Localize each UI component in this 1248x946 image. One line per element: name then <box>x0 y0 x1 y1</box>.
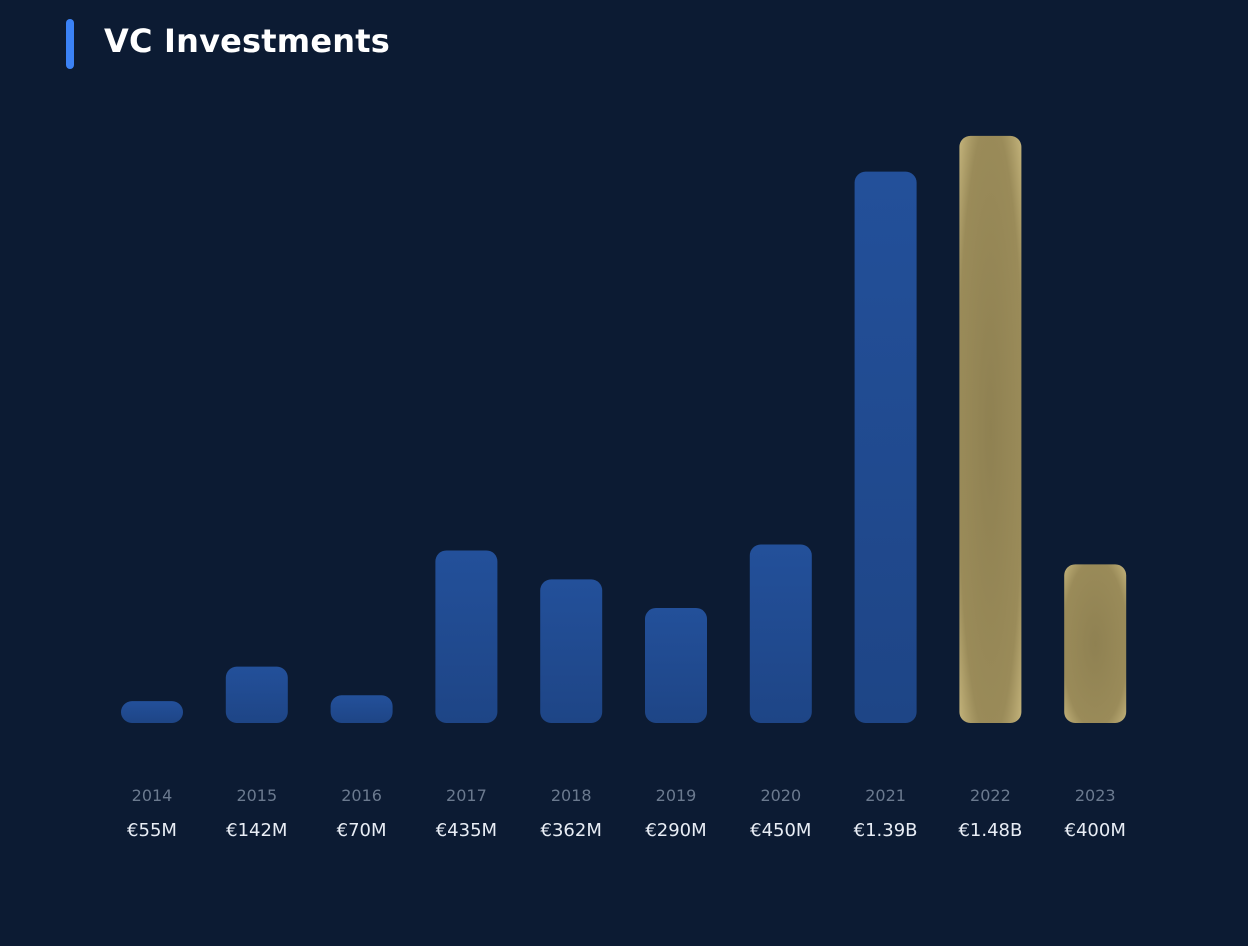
year-label-2016: 2016 <box>341 786 382 805</box>
title-accent-bar <box>66 19 74 69</box>
year-label-2017: 2017 <box>446 786 487 805</box>
year-label-2015: 2015 <box>236 786 277 805</box>
bar-2018 <box>540 579 603 723</box>
year-label-2020: 2020 <box>760 786 801 805</box>
year-label-2018: 2018 <box>551 786 592 805</box>
bar-2019 <box>645 607 707 723</box>
bar-2022 <box>959 135 1022 723</box>
year-label-2023: 2023 <box>1075 786 1116 805</box>
bar-2023 <box>1064 564 1127 723</box>
value-label-2022: €1.48B <box>958 820 1022 841</box>
value-label-2015: €142M <box>226 820 287 841</box>
value-label-2023: €400M <box>1065 820 1126 841</box>
bar-2020 <box>749 544 812 723</box>
value-label-2017: €435M <box>436 820 497 841</box>
value-label-2019: €290M <box>645 820 706 841</box>
value-label-2021: €1.39B <box>854 820 918 841</box>
chart-title: VC Investments <box>104 22 390 60</box>
bar-2016 <box>330 695 393 723</box>
value-label-2014: €55M <box>127 820 177 841</box>
bar-2015 <box>225 666 288 723</box>
value-label-2016: €70M <box>337 820 387 841</box>
bar-2021 <box>854 171 917 724</box>
year-label-2021: 2021 <box>865 786 906 805</box>
year-label-2014: 2014 <box>132 786 173 805</box>
value-label-2018: €362M <box>541 820 602 841</box>
bar-2014 <box>121 701 183 723</box>
year-label-2019: 2019 <box>656 786 697 805</box>
year-label-2022: 2022 <box>970 786 1011 805</box>
value-label-2020: €450M <box>750 820 811 841</box>
bar-2017 <box>435 550 498 723</box>
